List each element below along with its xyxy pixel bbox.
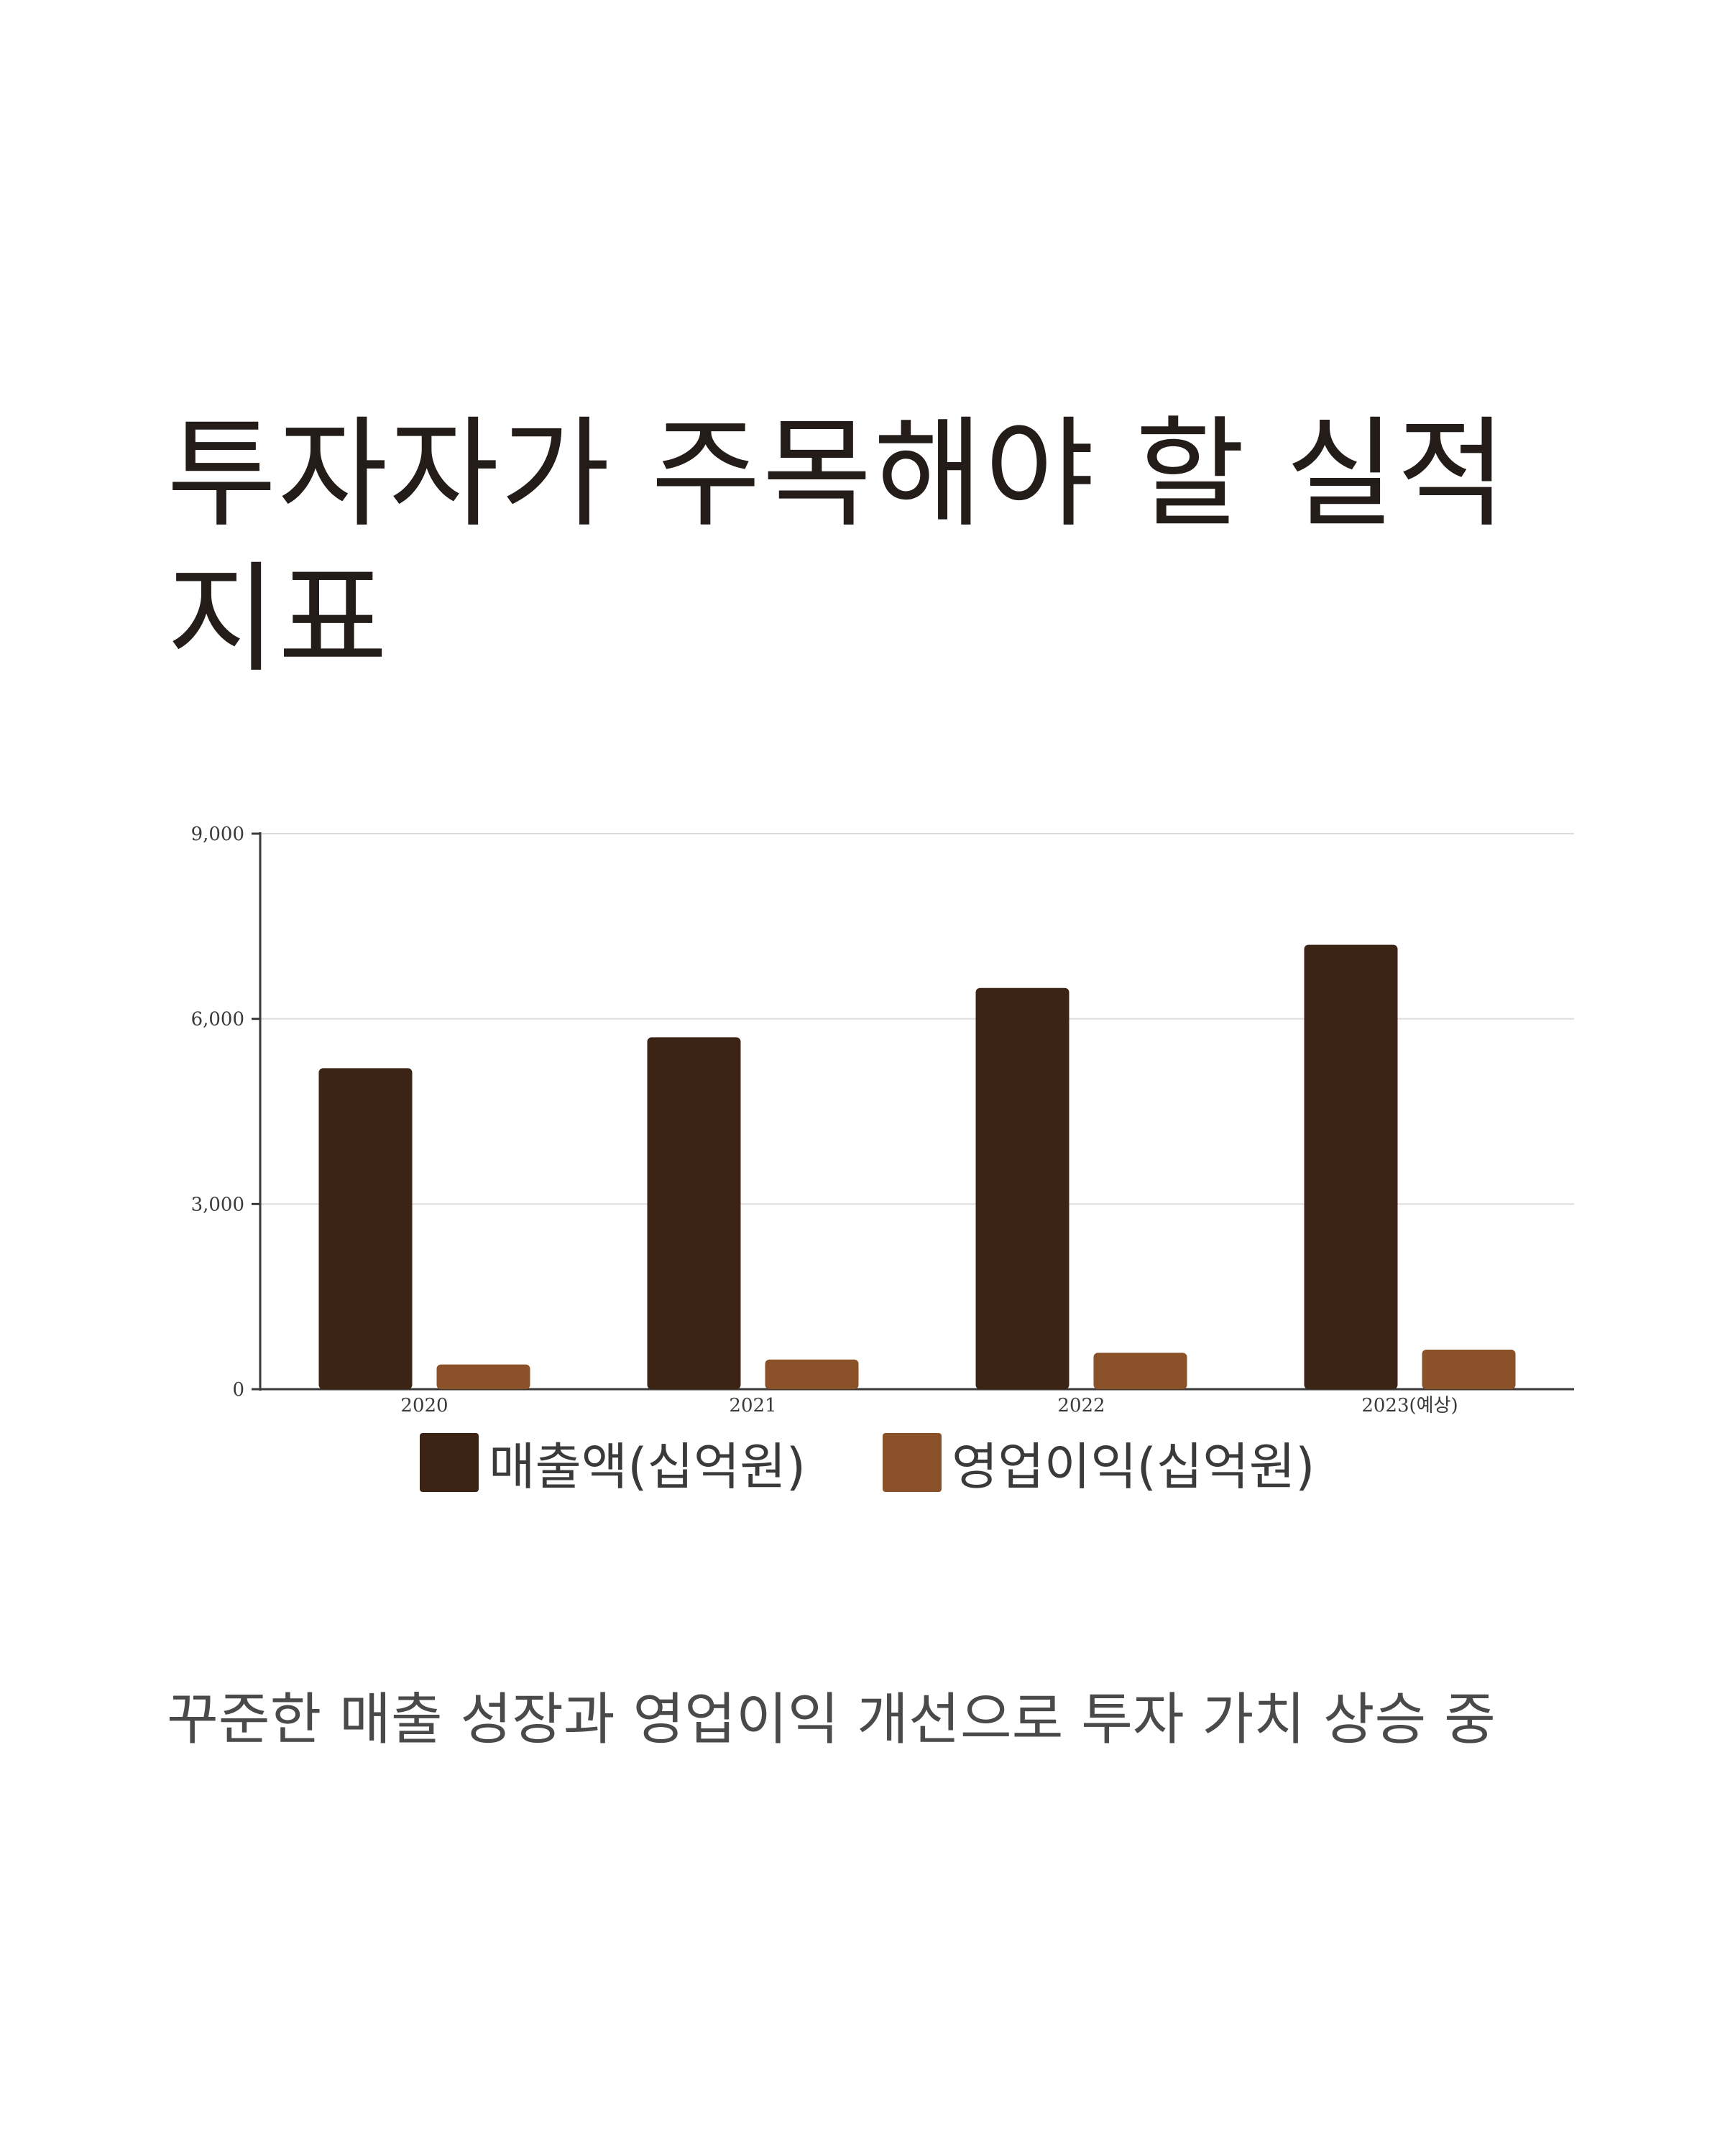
legend-label-revenue: 매출액(십억원) (489, 1437, 806, 1496)
y-tick-label: 3,000 (191, 1194, 244, 1215)
chart-canvas: 0 3,000 6,000 9,000 2020 2021 2022 2023(예상) (191, 824, 1574, 1416)
chart-legend: 매출액(십억원) 영업이익(십억원) (0, 1427, 1725, 1498)
summary-caption: 꾸준한 매출 성장과 영업이익 개선으로 투자 가치 상승 중 (167, 1687, 1496, 1752)
x-tick-label: 2023(예상) (1361, 1395, 1458, 1416)
bar-revenue (647, 1037, 741, 1389)
x-tick-label: 2022 (1057, 1395, 1105, 1416)
bar-revenue (1304, 944, 1398, 1389)
bar-revenue (975, 987, 1070, 1389)
bar-operating-profit (1093, 1353, 1187, 1389)
legend-label-operating-profit: 영업이익(십억원) (952, 1437, 1315, 1496)
legend-swatch-operating-profit (883, 1433, 942, 1492)
bar-revenue (318, 1068, 413, 1389)
legend-swatch-revenue (420, 1433, 479, 1492)
bar-operating-profit (436, 1364, 530, 1389)
bar-operating-profit (765, 1359, 859, 1389)
y-tick-label: 9,000 (191, 824, 244, 845)
bar-chart: 0 3,000 6,000 9,000 2020 2021 2022 2023(예상) (0, 805, 1725, 1509)
legend-item-revenue: 매출액(십억원) (420, 1427, 806, 1498)
y-tick-label: 6,000 (191, 1009, 244, 1031)
x-tick-label: 2020 (400, 1395, 448, 1416)
page-title: 투자자가 주목해야 할 실적 지표 (167, 405, 1509, 689)
legend-item-operating-profit: 영업이익(십억원) (883, 1427, 1315, 1498)
x-tick-label: 2021 (729, 1395, 776, 1416)
bar-operating-profit (1422, 1350, 1516, 1389)
y-tick-label: 0 (232, 1379, 244, 1401)
